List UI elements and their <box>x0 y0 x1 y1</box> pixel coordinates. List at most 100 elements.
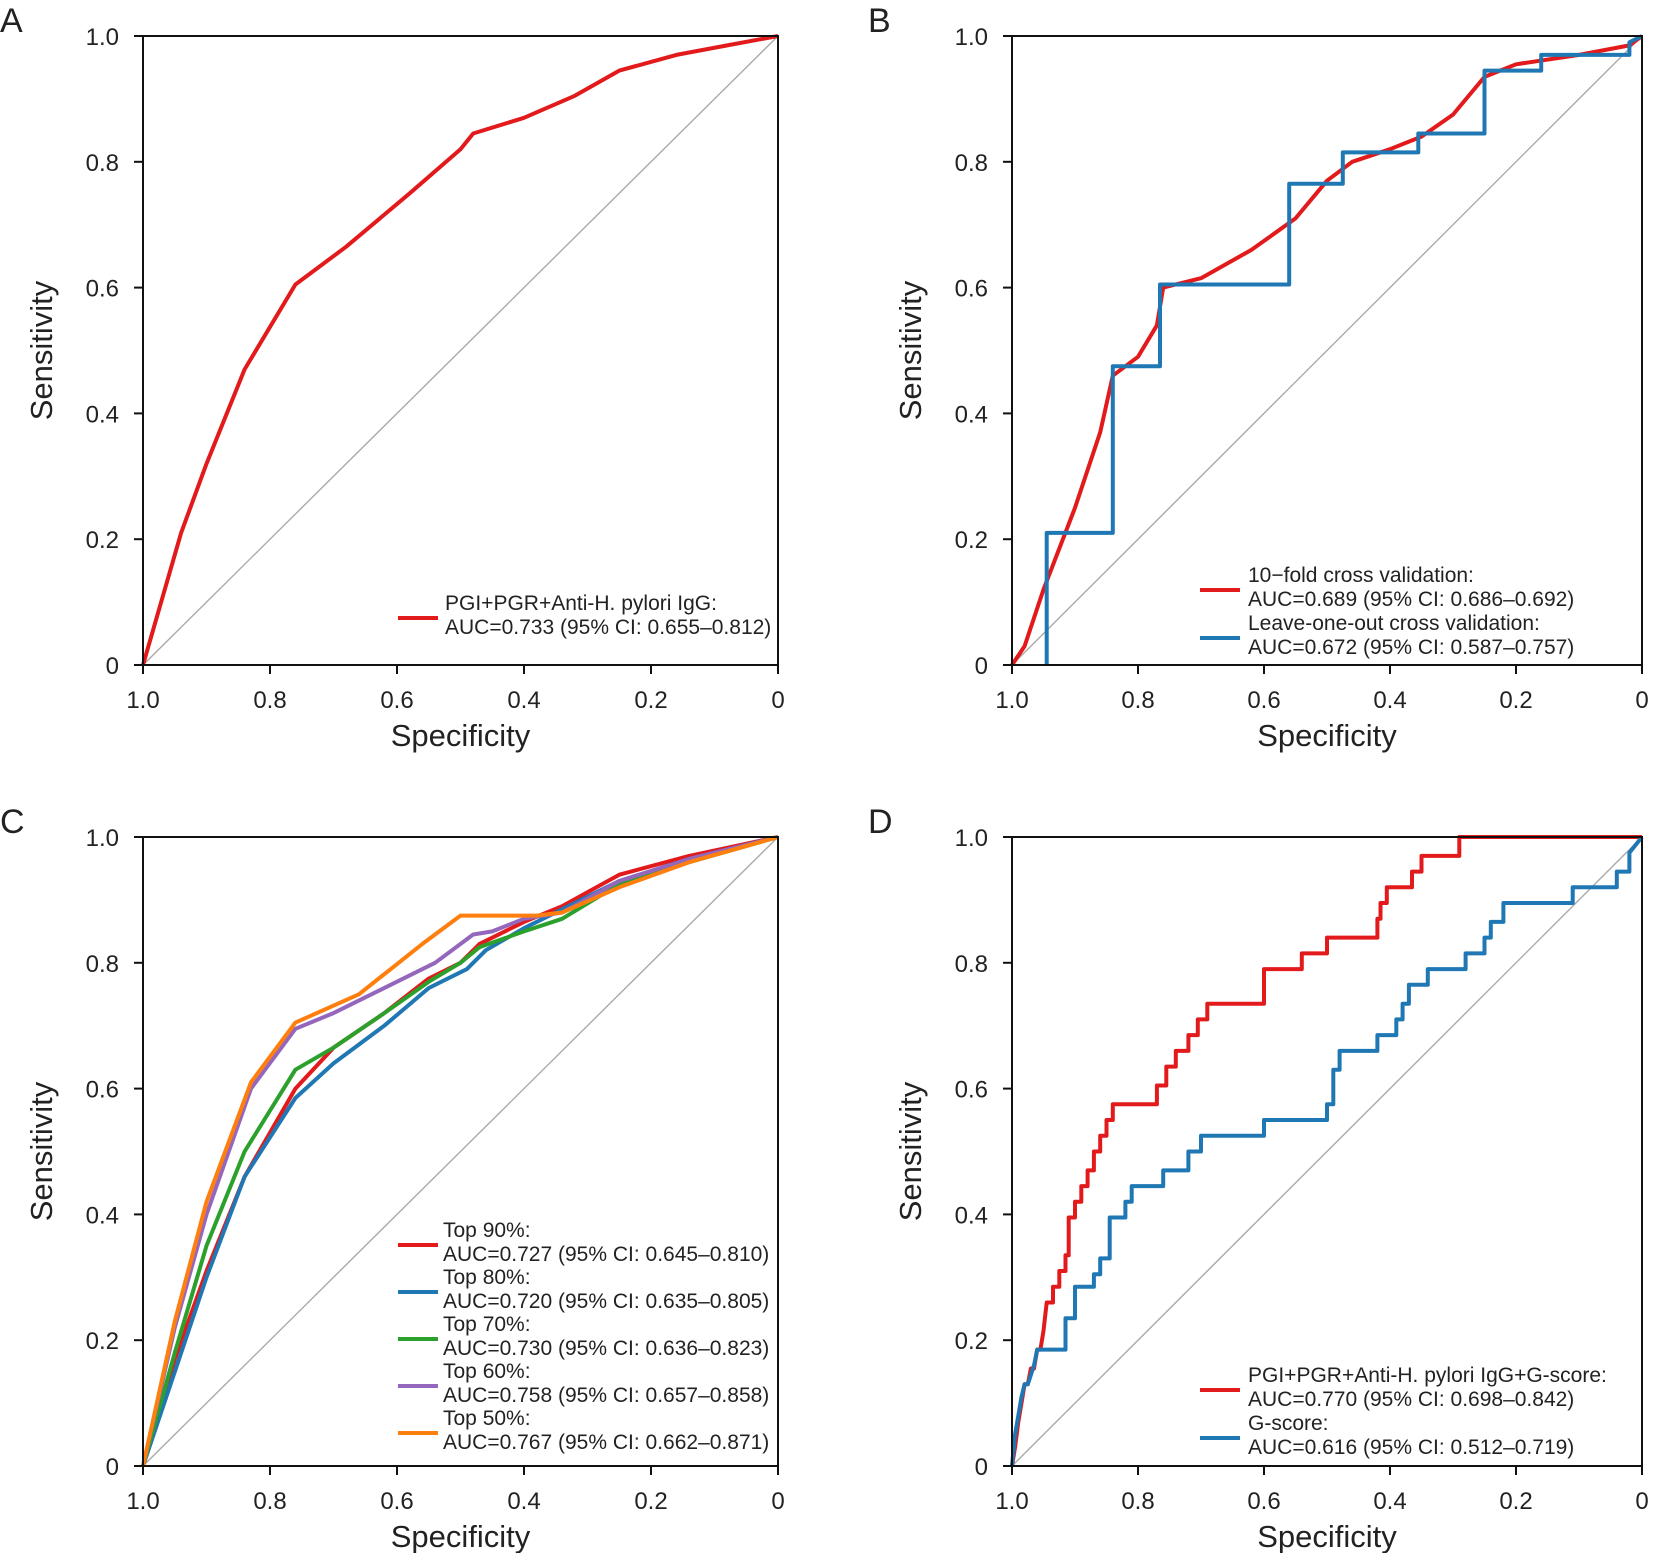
x-tick-label: 0.2 <box>634 687 667 714</box>
y-tick-label: 0 <box>106 1454 119 1481</box>
legend: PGI+PGR+Anti-H. pylori IgG+G-score:AUC=0… <box>1200 1364 1607 1459</box>
x-tick-label: 0.2 <box>634 1488 667 1515</box>
reference-diagonal <box>1011 35 1643 666</box>
reference-diagonal <box>1011 836 1643 1467</box>
y-tick-label: 1.0 <box>86 825 119 852</box>
legend-label: 10−fold cross validation: <box>1248 564 1474 587</box>
x-tick-label: 0.8 <box>1121 687 1154 714</box>
legend-label: Top 50%: <box>443 1407 531 1430</box>
x-axis-label: Specificity <box>1257 1519 1397 1553</box>
roc-curve-series-5 <box>141 835 779 1467</box>
y-tick-label: 0.2 <box>86 1328 119 1355</box>
x-tick-label: 0 <box>1635 1488 1648 1515</box>
x-tick-label: 0 <box>771 687 784 714</box>
x-axis-label: Specificity <box>391 1519 531 1553</box>
x-tick-label: 0.6 <box>1247 1488 1280 1515</box>
panel-D: D 1.0 0.8 0.6 0.4 0.2 0 0 0.2 0.4 0.6 0.8 1.0 Specifi… <box>868 803 1649 1553</box>
y-tick-label: 0.8 <box>955 150 988 177</box>
panel-letter: D <box>868 803 893 841</box>
x-tick-label: 1.0 <box>995 687 1028 714</box>
legend: Top 90%:AUC=0.727 (95% CI: 0.645–0.810)T… <box>398 1219 769 1454</box>
y-tick-label: 0.4 <box>955 1202 988 1229</box>
y-tick-label: 0.4 <box>86 1202 119 1229</box>
reference-diagonal <box>142 35 779 666</box>
roc-curve-series-2 <box>1044 34 1643 665</box>
roc-curve-series-1 <box>141 34 779 666</box>
panel-A: A 1.0 0.8 0.6 0.4 0.2 0 0 0.2 0.4 0.6 0.8 1.0 Specifi… <box>0 2 785 753</box>
legend-label: Top 80%: <box>443 1266 531 1289</box>
x-tick-label: 0.2 <box>1499 1488 1532 1515</box>
y-tick-label: 0.2 <box>955 527 988 554</box>
plot-frame <box>142 35 779 666</box>
y-tick-label: 0.8 <box>86 150 119 177</box>
legend: PGI+PGR+Anti-H. pylori IgG:AUC=0.733 (95… <box>398 592 771 639</box>
y-tick-label: 0.8 <box>86 951 119 978</box>
y-tick-label: 0.4 <box>86 401 119 428</box>
panel-letter: A <box>0 2 23 40</box>
x-tick-label: 0 <box>771 1488 784 1515</box>
legend-label: PGI+PGR+Anti-H. pylori IgG: <box>445 592 717 615</box>
legend-label: PGI+PGR+Anti-H. pylori IgG+G-score: <box>1248 1364 1607 1387</box>
y-tick-label: 0.6 <box>86 1077 119 1104</box>
plot-frame <box>1011 836 1643 1467</box>
legend-auc: AUC=0.730 (95% CI: 0.636–0.823) <box>443 1337 769 1360</box>
roc-curve-series-1 <box>1010 835 1642 1467</box>
x-tick-label: 0 <box>1635 687 1648 714</box>
legend-label: G-score: <box>1248 1412 1329 1435</box>
y-tick-label: 0.6 <box>955 276 988 303</box>
panel-B: B 1.0 0.8 0.6 0.4 0.2 0 0 0.2 0.4 0.6 0.8 1.0 Specifi… <box>868 2 1649 753</box>
y-tick-label: 0.2 <box>86 527 119 554</box>
x-axis-label: Specificity <box>391 718 531 753</box>
y-tick-label: 1.0 <box>955 825 988 852</box>
y-axis-label: Sensitivity <box>893 1081 928 1221</box>
x-tick-label: 0.2 <box>1499 687 1532 714</box>
roc-curve-series-2 <box>1010 835 1644 1467</box>
roc-curve-series-4 <box>141 835 779 1467</box>
x-tick-label: 0.4 <box>1373 687 1406 714</box>
y-tick-label: 0.4 <box>955 401 988 428</box>
legend-auc: AUC=0.767 (95% CI: 0.662–0.871) <box>443 1431 769 1454</box>
reference-diagonal <box>142 836 779 1467</box>
legend-auc: AUC=0.689 (95% CI: 0.686–0.692) <box>1248 588 1574 611</box>
legend-label: Top 70%: <box>443 1313 531 1336</box>
y-tick-label: 0.6 <box>955 1077 988 1104</box>
legend-auc: AUC=0.733 (95% CI: 0.655–0.812) <box>445 616 771 639</box>
x-tick-label: 0.4 <box>507 687 540 714</box>
y-tick-label: 0.8 <box>955 951 988 978</box>
panel-letter: B <box>868 2 891 40</box>
y-tick-label: 1.0 <box>955 24 988 51</box>
panel-C: C 1.0 0.8 0.6 0.4 0.2 0 0 0.2 0.4 0.6 0.8 1.0 Specifi… <box>0 803 785 1553</box>
legend-label: Leave-one-out cross validation: <box>1248 612 1540 635</box>
x-tick-label: 0.6 <box>1247 687 1280 714</box>
legend-auc: AUC=0.758 (95% CI: 0.657–0.858) <box>443 1384 769 1407</box>
x-tick-label: 1.0 <box>995 1488 1028 1515</box>
x-tick-label: 0.6 <box>380 1488 413 1515</box>
x-tick-label: 0.4 <box>507 1488 540 1515</box>
x-axis-label: Specificity <box>1257 718 1397 753</box>
plot-frame <box>142 836 779 1467</box>
x-tick-label: 1.0 <box>126 1488 159 1515</box>
y-tick-label: 0 <box>975 653 988 680</box>
y-tick-label: 0 <box>106 653 119 680</box>
legend-auc: AUC=0.727 (95% CI: 0.645–0.810) <box>443 1243 769 1266</box>
y-tick-label: 1.0 <box>86 24 119 51</box>
legend: 10−fold cross validation:AUC=0.689 (95% … <box>1200 564 1574 659</box>
y-axis-label: Sensitivity <box>24 280 59 420</box>
legend-label: Top 60%: <box>443 1360 531 1383</box>
y-tick-label: 0.2 <box>955 1328 988 1355</box>
x-tick-label: 0.4 <box>1373 1488 1406 1515</box>
legend-auc: AUC=0.770 (95% CI: 0.698–0.842) <box>1248 1388 1574 1411</box>
legend-label: Top 90%: <box>443 1219 531 1242</box>
legend-auc: AUC=0.616 (95% CI: 0.512–0.719) <box>1248 1436 1574 1459</box>
y-axis-label: Sensitivity <box>24 1081 59 1221</box>
legend-auc: AUC=0.720 (95% CI: 0.635–0.805) <box>443 1290 769 1313</box>
x-tick-label: 1.0 <box>126 687 159 714</box>
y-tick-label: 0.6 <box>86 276 119 303</box>
panel-letter: C <box>0 803 25 841</box>
plot-frame <box>1011 35 1643 666</box>
y-axis-label: Sensitivity <box>893 280 928 420</box>
y-tick-label: 0 <box>975 1454 988 1481</box>
x-tick-label: 0.8 <box>253 687 286 714</box>
x-tick-label: 0.8 <box>1121 1488 1154 1515</box>
